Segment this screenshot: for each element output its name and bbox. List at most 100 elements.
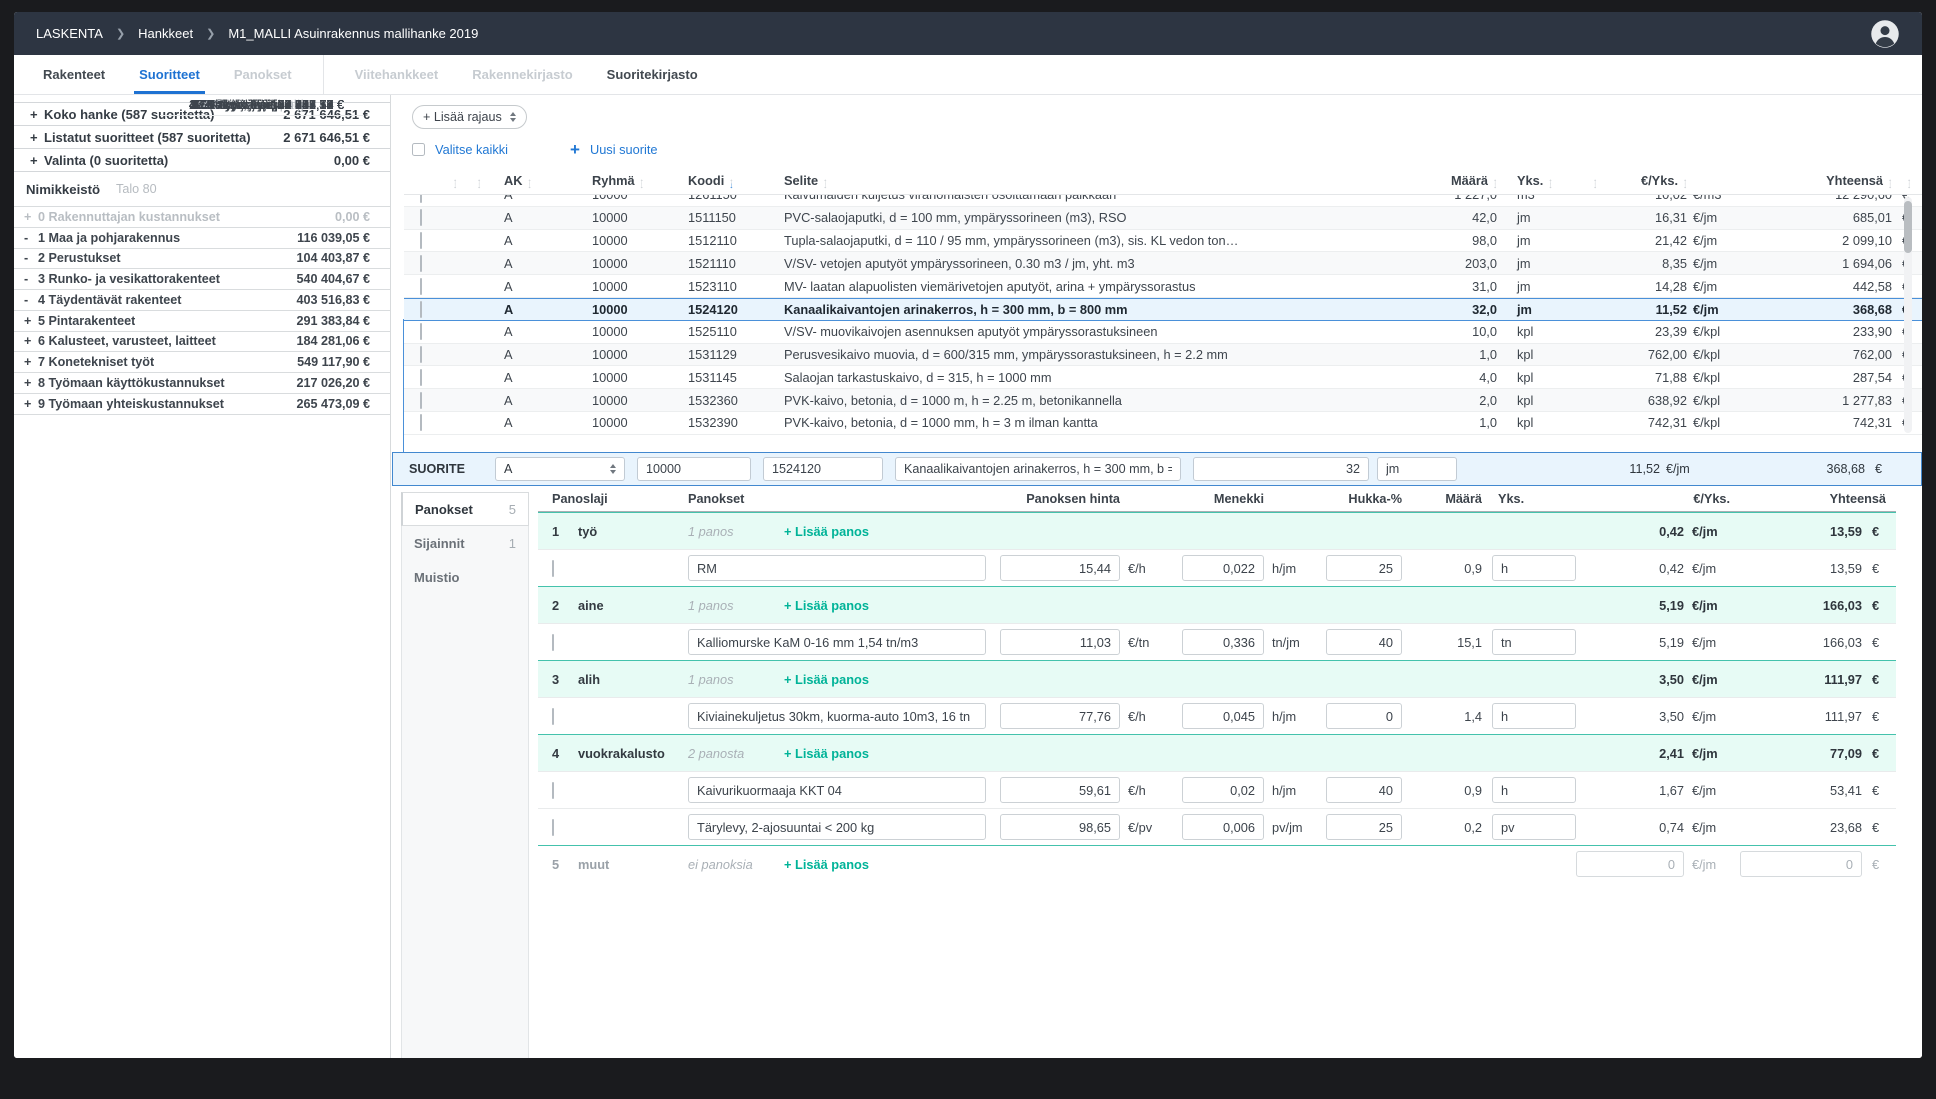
detail-tab[interactable]: Muistio bbox=[402, 560, 528, 594]
selite-input[interactable] bbox=[895, 457, 1181, 481]
expand-icon[interactable]: - bbox=[24, 251, 29, 266]
panos-hukka-input[interactable] bbox=[1326, 555, 1402, 581]
add-panos-link[interactable]: + Lisää panos bbox=[784, 856, 869, 872]
add-filter-button[interactable]: + Lisää rajaus bbox=[412, 105, 527, 129]
panos-hukka-input[interactable] bbox=[1326, 629, 1402, 655]
nomenclature-item[interactable]: 35 Ulkoseinät 176 743,82 € bbox=[160, 95, 364, 116]
table-row[interactable]: A 10000 1511150 PVC-salaojaputki, d = 10… bbox=[404, 206, 1922, 230]
sort-icon[interactable]: ↑ ↓ bbox=[453, 176, 457, 190]
tab-item[interactable]: Rakenteet bbox=[26, 55, 122, 94]
panos-name-input[interactable] bbox=[688, 703, 986, 729]
row-checkbox[interactable] bbox=[420, 323, 422, 341]
table-row[interactable]: A 10000 1531145 Salaojan tarkastuskaivo,… bbox=[404, 366, 1922, 390]
column-koodi[interactable]: Koodi ↑ ↓ bbox=[688, 172, 734, 190]
nomenclature-item[interactable]: + 8 Työmaan käyttökustannukset 217 026,2… bbox=[14, 373, 390, 394]
row-checkbox[interactable] bbox=[420, 368, 422, 386]
nomenclature-item[interactable]: - 1 Maa ja pohjarakennus 116 039,05 € bbox=[14, 228, 390, 249]
nomenclature-item[interactable]: + 9 Työmaan yhteiskustannukset 265 473,0… bbox=[14, 394, 390, 415]
expand-icon[interactable]: + bbox=[30, 106, 38, 122]
panos-name-input[interactable] bbox=[688, 629, 986, 655]
add-panos-link[interactable]: + Lisää panos bbox=[784, 523, 869, 539]
table-row[interactable]: A 10000 1531129 Perusvesikaivo muovia, d… bbox=[404, 343, 1922, 367]
row-checkbox[interactable] bbox=[420, 209, 422, 227]
select-all-checkbox[interactable] bbox=[412, 143, 425, 156]
panos-menekki-input[interactable] bbox=[1182, 703, 1264, 729]
panos-yks-input[interactable] bbox=[1492, 777, 1576, 803]
yks-input[interactable] bbox=[1377, 457, 1457, 481]
panos-yks-input[interactable] bbox=[1492, 555, 1576, 581]
expand-icon[interactable]: + bbox=[24, 355, 32, 370]
group-unit-price-input[interactable] bbox=[1576, 851, 1684, 877]
tab-item[interactable]: Suoritekirjasto bbox=[590, 55, 715, 94]
sort-icon[interactable]: ↑ ↓ bbox=[1907, 176, 1911, 190]
expand-icon[interactable]: - bbox=[24, 292, 29, 307]
table-row[interactable]: A 10000 1261150 Kaivumaiden kuljetus vir… bbox=[404, 195, 1922, 207]
nomenclature-item[interactable]: + 0 Rakennuttajan kustannukset 0,00 € bbox=[14, 207, 390, 228]
select-all-label[interactable]: Valitse kaikki bbox=[435, 142, 509, 157]
panos-yks-input[interactable] bbox=[1492, 703, 1576, 729]
row-checkbox[interactable] bbox=[420, 254, 422, 272]
add-panos-link[interactable]: + Lisää panos bbox=[784, 597, 869, 613]
column-yks[interactable]: Yks. ↑ ↓ bbox=[1517, 172, 1553, 190]
row-checkbox[interactable] bbox=[420, 391, 422, 409]
panos-yks-input[interactable] bbox=[1492, 629, 1576, 655]
row-checkbox[interactable] bbox=[420, 231, 422, 249]
table-row[interactable]: A 10000 1521110 V/SV- vetojen aputyöt ym… bbox=[404, 252, 1922, 276]
panos-checkbox[interactable] bbox=[552, 707, 554, 725]
panos-menekki-input[interactable] bbox=[1182, 777, 1264, 803]
row-checkbox[interactable] bbox=[420, 345, 422, 363]
panos-checkbox[interactable] bbox=[552, 559, 554, 577]
expand-icon[interactable]: + bbox=[24, 375, 32, 390]
expand-icon[interactable]: + bbox=[30, 129, 38, 145]
nomenclature-item[interactable]: + 6 Kalusteet, varusteet, laitteet 184 2… bbox=[14, 332, 390, 353]
detail-tab[interactable]: Sijainnit 1 bbox=[402, 526, 528, 560]
sort-icon[interactable]: ↑ ↓ bbox=[1593, 176, 1597, 190]
detail-tab[interactable]: Panokset 5 bbox=[401, 492, 529, 526]
breadcrumb-item[interactable]: ❯ Hankkeet bbox=[103, 26, 193, 41]
row-checkbox[interactable] bbox=[420, 277, 422, 295]
panos-yks-input[interactable] bbox=[1492, 814, 1576, 840]
plus-icon[interactable]: + bbox=[570, 139, 580, 159]
table-row[interactable]: A 10000 1523110 MV- laatan alapuolisten … bbox=[404, 275, 1922, 298]
table-row[interactable]: A 10000 1524120 Kanaalikaivantojen arina… bbox=[404, 297, 1922, 321]
tab-item[interactable]: Panokset bbox=[217, 55, 309, 94]
panos-price-input[interactable] bbox=[1000, 814, 1120, 840]
group-total-input[interactable] bbox=[1740, 851, 1862, 877]
summary-row[interactable]: + Listatut suoritteet (587 suoritetta) 2… bbox=[14, 125, 390, 148]
column-ryhma[interactable]: Ryhmä ↑ ↓ bbox=[592, 172, 644, 190]
panos-menekki-input[interactable] bbox=[1182, 814, 1264, 840]
nomenclature-item[interactable]: 11 Raivaus ja purku 1 849,34 € bbox=[160, 95, 364, 116]
add-panos-link[interactable]: + Lisää panos bbox=[784, 671, 869, 687]
nomenclature-item[interactable]: + 7 Konetekniset työt 549 117,90 € bbox=[14, 352, 390, 373]
panos-menekki-input[interactable] bbox=[1182, 555, 1264, 581]
koodi-input[interactable] bbox=[763, 457, 883, 481]
column-ak[interactable]: AK ↑ ↓ bbox=[504, 172, 532, 190]
tab-item[interactable]: Suoritteet bbox=[122, 55, 217, 94]
panos-price-input[interactable] bbox=[1000, 777, 1120, 803]
panos-name-input[interactable] bbox=[688, 814, 986, 840]
expand-icon[interactable]: + bbox=[24, 334, 32, 349]
panos-checkbox[interactable] bbox=[552, 633, 554, 651]
panos-menekki-input[interactable] bbox=[1182, 629, 1264, 655]
ryhma-input[interactable] bbox=[637, 457, 751, 481]
expand-icon[interactable]: + bbox=[24, 313, 32, 328]
column-unit-price[interactable]: €/Yks. ↑ ↓ bbox=[1641, 172, 1687, 190]
expand-icon[interactable]: - bbox=[24, 230, 29, 245]
panos-checkbox[interactable] bbox=[552, 818, 554, 836]
row-checkbox[interactable] bbox=[420, 195, 422, 204]
row-checkbox[interactable] bbox=[420, 414, 422, 432]
column-maara[interactable]: Määrä ↑ ↓ bbox=[1451, 172, 1497, 190]
expand-icon[interactable]: - bbox=[24, 272, 29, 287]
maara-input[interactable] bbox=[1193, 457, 1369, 481]
nomenclature-item[interactable]: - 4 Täydentävät rakenteet 403 516,83 € bbox=[14, 290, 390, 311]
sort-icon[interactable]: ↑ ↓ bbox=[477, 176, 481, 190]
nomenclature-item[interactable]: - 2 Perustukset 104 403,87 € bbox=[14, 249, 390, 270]
expand-icon[interactable]: + bbox=[24, 209, 32, 224]
panos-price-input[interactable] bbox=[1000, 555, 1120, 581]
panos-hukka-input[interactable] bbox=[1326, 814, 1402, 840]
nomenclature-item[interactable]: 17 Rakennusalueen rakenteet 20 874,10 € bbox=[160, 95, 364, 116]
panos-name-input[interactable] bbox=[688, 555, 986, 581]
table-row[interactable]: A 10000 1512110 Tupla-salaojaputki, d = … bbox=[404, 230, 1922, 253]
table-scrollbar-track[interactable] bbox=[1904, 197, 1912, 433]
tab-item[interactable]: Viitehankkeet bbox=[322, 55, 456, 94]
